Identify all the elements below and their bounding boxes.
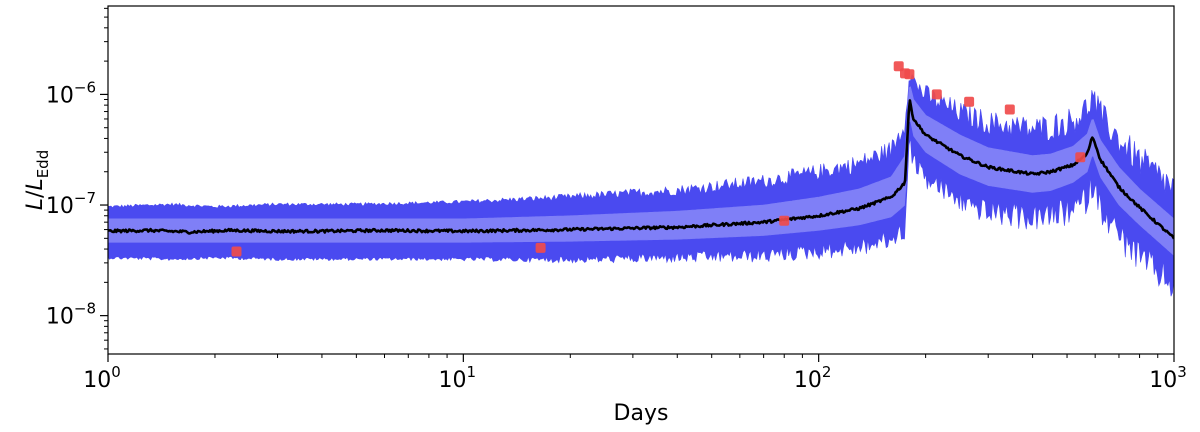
observation-point: [964, 96, 975, 107]
y-tick-exponent: −6: [74, 78, 96, 96]
observation-point: [904, 69, 915, 80]
observation-point: [779, 215, 790, 226]
x-tick-label: 102: [794, 363, 832, 393]
y-axis: 10−810−710−6: [46, 7, 108, 350]
x-tick-exponent: 1: [467, 363, 477, 381]
y-tick-base: 10: [46, 194, 74, 219]
observation-point: [535, 242, 546, 253]
observation-point: [931, 89, 942, 100]
observation-point: [1075, 152, 1086, 163]
y-tick-label: 10−6: [46, 78, 96, 108]
x-axis: 100 101 102 103: [83, 354, 1187, 393]
y-tick-exponent: −8: [74, 300, 96, 318]
x-tick-base: 10: [1149, 368, 1177, 393]
plot-area: [108, 61, 1174, 297]
y-tick-label: 10−8: [46, 300, 96, 330]
y-tick-base: 10: [46, 83, 74, 108]
y-tick-label: 10−7: [46, 189, 96, 219]
x-tick-base: 10: [83, 368, 111, 393]
x-tick-exponent: 2: [822, 363, 832, 381]
x-tick-label: 103: [1149, 363, 1187, 393]
observation-point: [1004, 104, 1015, 115]
plot-frame: [107, 5, 1175, 355]
x-tick-base: 10: [439, 368, 467, 393]
y-label-sub-main: L: [23, 178, 48, 190]
median-line: [108, 99, 1174, 240]
y-tick-base: 10: [46, 305, 74, 330]
x-tick-exponent: 0: [111, 363, 121, 381]
y-label-main: L: [23, 198, 48, 210]
y-tick-exponent: −7: [74, 189, 96, 207]
y-axis-label: L/LEdd: [23, 150, 52, 210]
x-tick-label: 100: [83, 363, 121, 393]
x-tick-label: 101: [439, 363, 477, 393]
y-label-slash: /: [23, 190, 48, 198]
observation-point: [231, 246, 242, 257]
x-axis-label: Days: [614, 401, 669, 426]
x-tick-exponent: 3: [1177, 363, 1187, 381]
y-label-subscript: Edd: [34, 150, 52, 179]
x-tick-base: 10: [794, 368, 822, 393]
